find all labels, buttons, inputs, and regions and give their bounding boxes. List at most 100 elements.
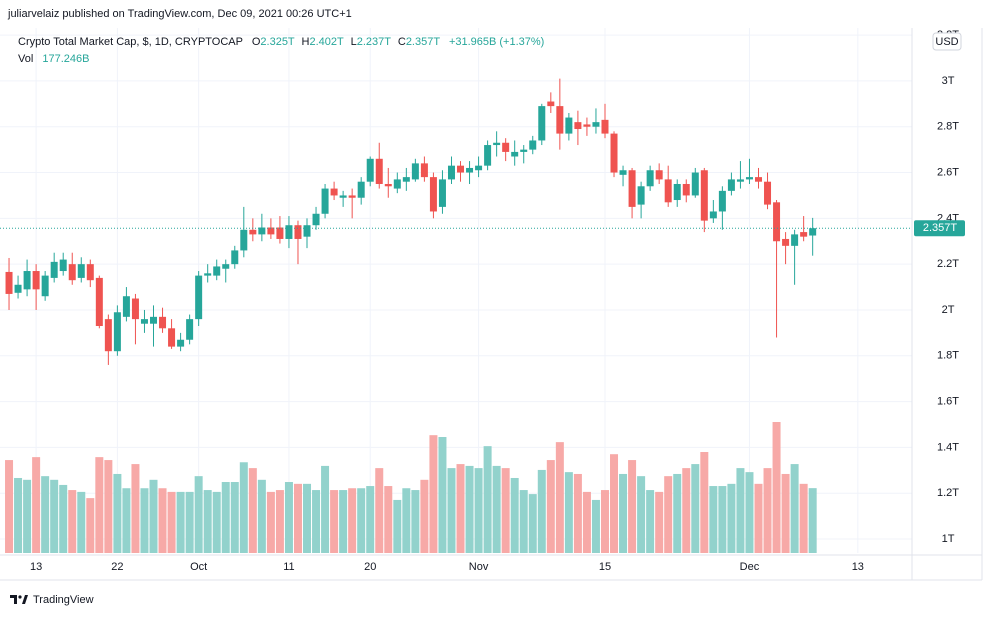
volume-bar [212, 491, 221, 553]
candle-body [619, 170, 627, 175]
y-tick-label: 1T [942, 533, 955, 545]
candle-body [375, 158, 383, 184]
y-tick-label: 3T [942, 75, 955, 87]
volume-bar [537, 469, 546, 553]
volume-bar [492, 465, 501, 553]
candle-body [745, 177, 753, 180]
volume-bar [176, 491, 185, 553]
volume-bar [655, 491, 664, 553]
candle-body [773, 202, 781, 242]
ohlc-value: 2.237T [357, 36, 392, 48]
volume-bar [637, 476, 646, 553]
volume-bar [790, 464, 799, 553]
volume-bar [303, 483, 312, 553]
candle-body [339, 195, 347, 198]
candle-body [122, 296, 130, 317]
candle-body [809, 228, 817, 236]
volume-bar [682, 468, 691, 553]
candle-body [547, 101, 555, 107]
candle-body [709, 211, 717, 219]
candle-body [41, 275, 49, 297]
volume-bar [754, 483, 763, 553]
volume-bar [808, 488, 817, 553]
volume-bar [312, 490, 321, 553]
candle-body [691, 172, 699, 196]
candle-body [131, 298, 139, 320]
candle-body [68, 264, 76, 281]
volume-bar [465, 465, 474, 553]
volume-bar [86, 498, 95, 553]
volume-bar [600, 490, 609, 553]
candle-body [727, 179, 735, 191]
candle-body [529, 140, 537, 150]
volume-bar [528, 494, 537, 553]
volume-bar [429, 435, 438, 553]
candle-body [276, 227, 284, 239]
y-tick-label: 1.4T [937, 441, 959, 453]
candle-body [646, 170, 654, 187]
volume-bar [384, 486, 393, 553]
volume-bar [104, 460, 113, 553]
ohlc-value: 2.357T [406, 36, 441, 48]
volume-bar [77, 491, 86, 553]
volume-bar [348, 488, 357, 553]
candle-body [384, 183, 392, 187]
candle-body [556, 106, 564, 134]
volume-bar [248, 468, 257, 553]
candle-body [113, 312, 121, 352]
x-tick-label: Oct [190, 561, 207, 573]
candle-body [800, 232, 808, 237]
candle-body [150, 316, 158, 324]
volume-bar [591, 499, 600, 553]
candle-body [457, 165, 465, 173]
x-tick-label: Nov [469, 561, 489, 573]
candle-body [213, 266, 221, 276]
volume-bar [763, 468, 772, 553]
candle-body [86, 264, 94, 281]
volume-legend: Vol 177.246B [18, 53, 89, 65]
candle-body [682, 183, 690, 196]
volume-bar [510, 477, 519, 553]
volume-bar [149, 479, 158, 553]
candle-body [59, 259, 67, 272]
candle-body [718, 190, 726, 212]
volume-bar [321, 465, 330, 553]
candle-body [285, 225, 293, 239]
volume-value: 177.246B [42, 53, 89, 65]
volume-bar [122, 488, 131, 553]
volume-bar [691, 464, 700, 553]
candle-body [655, 170, 663, 180]
ohlc-key: L [351, 36, 357, 48]
candle-body [520, 149, 528, 152]
volume-bar [14, 477, 23, 553]
volume-name: Vol [18, 53, 33, 65]
candle-body [736, 179, 744, 182]
volume-bar [50, 479, 59, 553]
candle-body [502, 142, 510, 152]
candle-body [782, 238, 790, 246]
candle-body [195, 275, 203, 320]
candle-body [50, 261, 58, 278]
candle-body [5, 271, 13, 294]
currency-label[interactable]: USD [935, 36, 958, 48]
volume-bar [239, 462, 248, 553]
volume-bar [411, 490, 420, 553]
currency-badge[interactable] [932, 32, 962, 51]
candle-body [168, 328, 176, 347]
candle-body [104, 319, 112, 352]
candle-body [294, 225, 302, 239]
candle-body [565, 117, 573, 134]
candle-body [637, 186, 645, 205]
volume-bar [438, 437, 447, 553]
volume-bar [230, 482, 239, 553]
volume-bar [727, 483, 736, 553]
change-label: +31.965B (+1.37%) [449, 36, 544, 48]
y-tick-label: 2.8T [937, 121, 959, 133]
candle-body [493, 142, 501, 146]
x-tick-label: 13 [30, 561, 42, 573]
volume-bar [474, 468, 483, 553]
volume-bar [23, 479, 32, 553]
x-tick-label: 20 [364, 561, 376, 573]
volume-bar [68, 490, 77, 553]
last-price-box [914, 220, 965, 237]
